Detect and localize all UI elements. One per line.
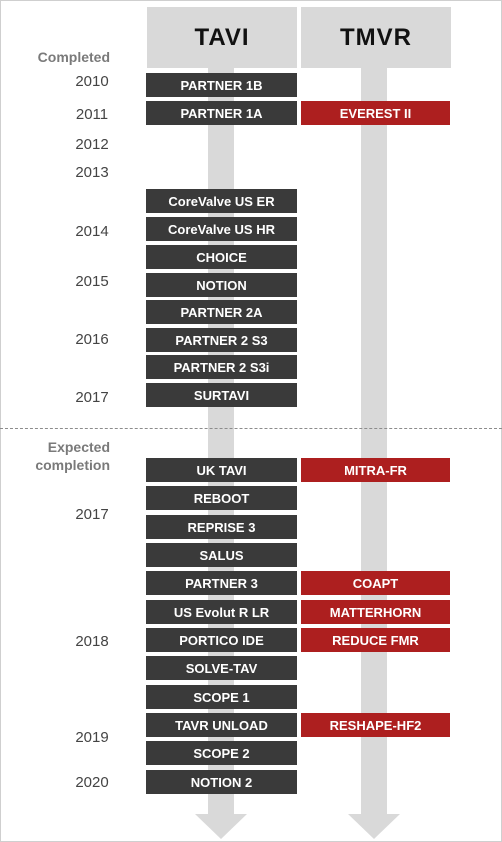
- tavi-trial-box: US Evolut R LR: [146, 600, 297, 624]
- year-label: 2019: [75, 729, 109, 746]
- tavi-trial-box: CHOICE: [146, 245, 297, 269]
- tavi-trial-box: SOLVE-TAV: [146, 656, 297, 680]
- tavi-trial-box: PARTNER 1B: [146, 73, 297, 97]
- expected-section-label-line1: Expected: [47, 439, 110, 455]
- tavi-trial-box: SURTAVI: [146, 383, 297, 407]
- tavi-trial-box: CoreValve US HR: [146, 217, 297, 241]
- year-label: 2016: [75, 331, 109, 348]
- year-label: 2011: [75, 106, 109, 123]
- year-label: 2013: [75, 164, 109, 181]
- year-label: 2012: [75, 136, 109, 153]
- year-label: 2018: [75, 633, 109, 650]
- tmvr-trial-box: RESHAPE-HF2: [301, 713, 450, 737]
- tavi-trial-box: UK TAVI: [146, 458, 297, 482]
- tavi-trial-box: PARTNER 3: [146, 571, 297, 595]
- tavi-trial-box: NOTION 2: [146, 770, 297, 794]
- year-label: 2017: [75, 389, 109, 406]
- expected-section-label-line2: completion: [35, 457, 110, 473]
- tmvr-column-header: TMVR: [301, 7, 451, 68]
- tavi-trial-box: PARTNER 2 S3i: [146, 355, 297, 379]
- year-label: 2014: [75, 223, 109, 240]
- tmvr-trial-box: MITRA-FR: [301, 458, 450, 482]
- tavi-trial-box: SCOPE 1: [146, 685, 297, 709]
- tmvr-arrowhead: [348, 814, 400, 839]
- year-label: 2020: [75, 774, 109, 791]
- tavi-trial-box: TAVR UNLOAD: [146, 713, 297, 737]
- tavi-trial-box: REPRISE 3: [146, 515, 297, 539]
- section-divider: [0, 428, 502, 429]
- tmvr-trial-box: EVEREST II: [301, 101, 450, 125]
- tavi-trial-box: SALUS: [146, 543, 297, 567]
- completed-section-label: Completed: [37, 49, 110, 65]
- tavi-trial-box: PORTICO IDE: [146, 628, 297, 652]
- tavi-trial-box: PARTNER 1A: [146, 101, 297, 125]
- year-label: 2015: [75, 273, 109, 290]
- tmvr-trial-box: REDUCE FMR: [301, 628, 450, 652]
- year-label: 2017: [75, 506, 109, 523]
- tavi-column-header: TAVI: [147, 7, 297, 68]
- tavi-trial-box: REBOOT: [146, 486, 297, 510]
- tmvr-trial-box: MATTERHORN: [301, 600, 450, 624]
- tavi-trial-box: CoreValve US ER: [146, 189, 297, 213]
- tmvr-trial-box: COAPT: [301, 571, 450, 595]
- tavi-trial-box: SCOPE 2: [146, 741, 297, 765]
- tavi-trial-box: PARTNER 2A: [146, 300, 297, 324]
- tavi-arrowhead: [195, 814, 247, 839]
- tmvr-arrow-shaft: [361, 60, 387, 815]
- tavi-trial-box: NOTION: [146, 273, 297, 297]
- year-label: 2010: [75, 73, 109, 90]
- tavi-trial-box: PARTNER 2 S3: [146, 328, 297, 352]
